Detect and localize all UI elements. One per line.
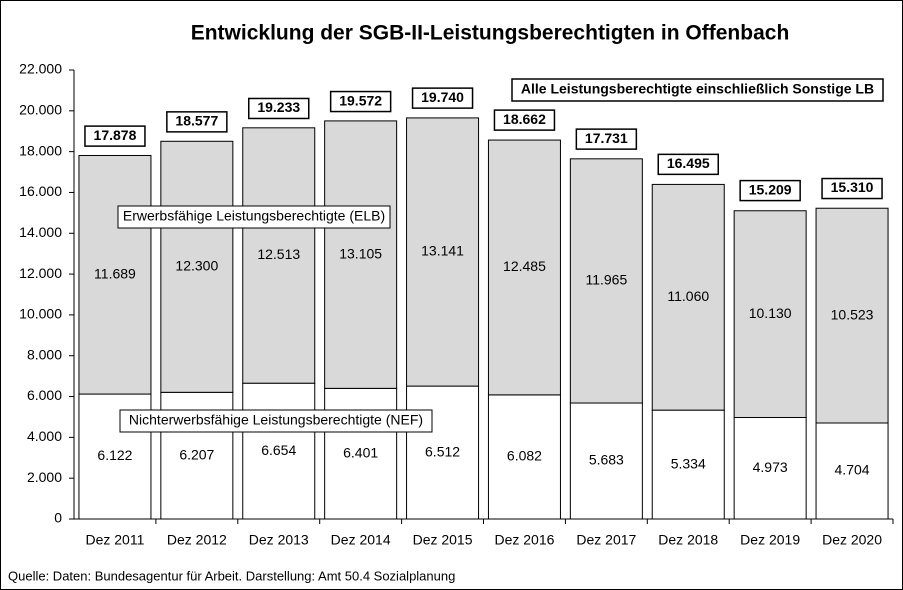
y-tick-label: 16.000 bbox=[19, 183, 62, 199]
x-tick-label: Dez 2011 bbox=[85, 532, 144, 548]
total-label-box bbox=[411, 87, 474, 109]
bar-segment bbox=[487, 394, 561, 520]
series-label-box bbox=[119, 409, 433, 433]
value-label: 11.689 bbox=[94, 265, 136, 281]
bar-segment bbox=[569, 158, 643, 404]
y-tick-label: 4.000 bbox=[27, 428, 62, 444]
x-tick-label: Dez 2019 bbox=[740, 532, 800, 548]
value-label: 6.082 bbox=[507, 448, 542, 464]
total-label: 16.495 bbox=[667, 155, 710, 171]
x-tick-label: Dez 2014 bbox=[331, 532, 391, 548]
value-label: 13.141 bbox=[421, 243, 464, 259]
value-label: 4.704 bbox=[835, 462, 870, 478]
total-label: 15.310 bbox=[831, 179, 874, 195]
bar-segment bbox=[487, 139, 561, 396]
chart-title: Entwicklung der SGB-II-Leistungsberechti… bbox=[191, 22, 790, 45]
total-label: 18.662 bbox=[503, 111, 546, 127]
bar-segment bbox=[160, 140, 234, 393]
value-label: 12.513 bbox=[257, 246, 300, 262]
value-label: 5.334 bbox=[671, 455, 706, 471]
bar-segment bbox=[815, 207, 889, 424]
total-label: 19.233 bbox=[257, 99, 300, 115]
total-label-box bbox=[329, 90, 392, 113]
value-label: 12.300 bbox=[175, 258, 218, 274]
value-label: 11.965 bbox=[585, 272, 627, 288]
bar-segment bbox=[651, 409, 725, 520]
x-tick-label: Dez 2020 bbox=[822, 532, 882, 548]
value-label: 12.485 bbox=[503, 258, 546, 274]
total-label: 15.209 bbox=[749, 181, 792, 197]
value-label: 6.122 bbox=[97, 447, 132, 463]
bar-segment bbox=[651, 183, 725, 411]
total-label-box bbox=[821, 177, 883, 200]
bar-segment bbox=[242, 127, 316, 384]
value-label: 6.654 bbox=[261, 442, 296, 458]
total-label-box bbox=[84, 125, 146, 147]
total-label-box bbox=[248, 97, 310, 120]
bar-segment bbox=[733, 417, 807, 520]
bar-segment bbox=[242, 382, 316, 520]
bar-segment bbox=[324, 120, 398, 389]
y-tick-label: 22.000 bbox=[19, 61, 62, 77]
y-tick-label: 8.000 bbox=[27, 346, 62, 362]
bar-segment bbox=[406, 117, 480, 387]
total-label-box bbox=[657, 153, 719, 176]
y-tick-label: 18.000 bbox=[19, 142, 62, 158]
series-label: Alle Leistungsberechtigte einschließlich… bbox=[521, 81, 874, 97]
x-tick-label: Dez 2012 bbox=[167, 532, 227, 548]
y-tick-label: 12.000 bbox=[19, 265, 62, 281]
value-label: 6.512 bbox=[425, 443, 460, 459]
x-tick-label: Dez 2017 bbox=[576, 532, 636, 548]
value-label: 6.207 bbox=[179, 446, 214, 462]
y-tick-label: 6.000 bbox=[27, 387, 62, 403]
total-label-box bbox=[166, 111, 228, 133]
value-label: 6.401 bbox=[343, 444, 378, 460]
series-label: Nichterwerbsfähige Leistungsberechtigte … bbox=[129, 412, 423, 428]
total-label-box bbox=[493, 109, 556, 131]
y-tick-label: 20.000 bbox=[19, 102, 62, 118]
series-label-box bbox=[117, 205, 391, 229]
value-label: 13.105 bbox=[339, 245, 382, 261]
bar-segment bbox=[569, 402, 643, 520]
y-tick-label: 10.000 bbox=[19, 306, 62, 322]
bar-segment bbox=[78, 154, 152, 395]
bar-segment bbox=[733, 210, 807, 419]
total-label: 19.740 bbox=[421, 89, 464, 105]
total-label: 19.572 bbox=[339, 92, 382, 108]
bar-segment bbox=[815, 422, 889, 520]
bar-segment bbox=[406, 385, 480, 520]
total-label: 18.577 bbox=[175, 113, 218, 129]
x-tick-label: Dez 2016 bbox=[494, 532, 554, 548]
series-label: Erwerbsfähige Leistungsberechtigte (ELB) bbox=[123, 208, 385, 224]
x-tick-label: Dez 2013 bbox=[249, 532, 309, 548]
value-label: 10.523 bbox=[831, 306, 874, 322]
x-tick-label: Dez 2018 bbox=[658, 532, 718, 548]
y-tick-label: 0 bbox=[54, 510, 62, 526]
value-label: 11.060 bbox=[667, 288, 709, 304]
total-label-box bbox=[575, 128, 638, 150]
y-tick-label: 2.000 bbox=[27, 469, 62, 485]
total-label-box bbox=[739, 179, 801, 202]
total-label: 17.878 bbox=[94, 127, 137, 143]
y-tick-label: 14.000 bbox=[19, 224, 62, 240]
total-label: 17.731 bbox=[585, 130, 628, 146]
source: Quelle: Daten: Bundesagentur für Arbeit.… bbox=[8, 568, 455, 583]
series-label-box bbox=[511, 78, 884, 102]
value-label: 5.683 bbox=[589, 452, 624, 468]
value-label: 4.973 bbox=[753, 459, 788, 475]
value-label: 10.130 bbox=[749, 305, 792, 321]
x-tick-label: Dez 2015 bbox=[413, 532, 473, 548]
